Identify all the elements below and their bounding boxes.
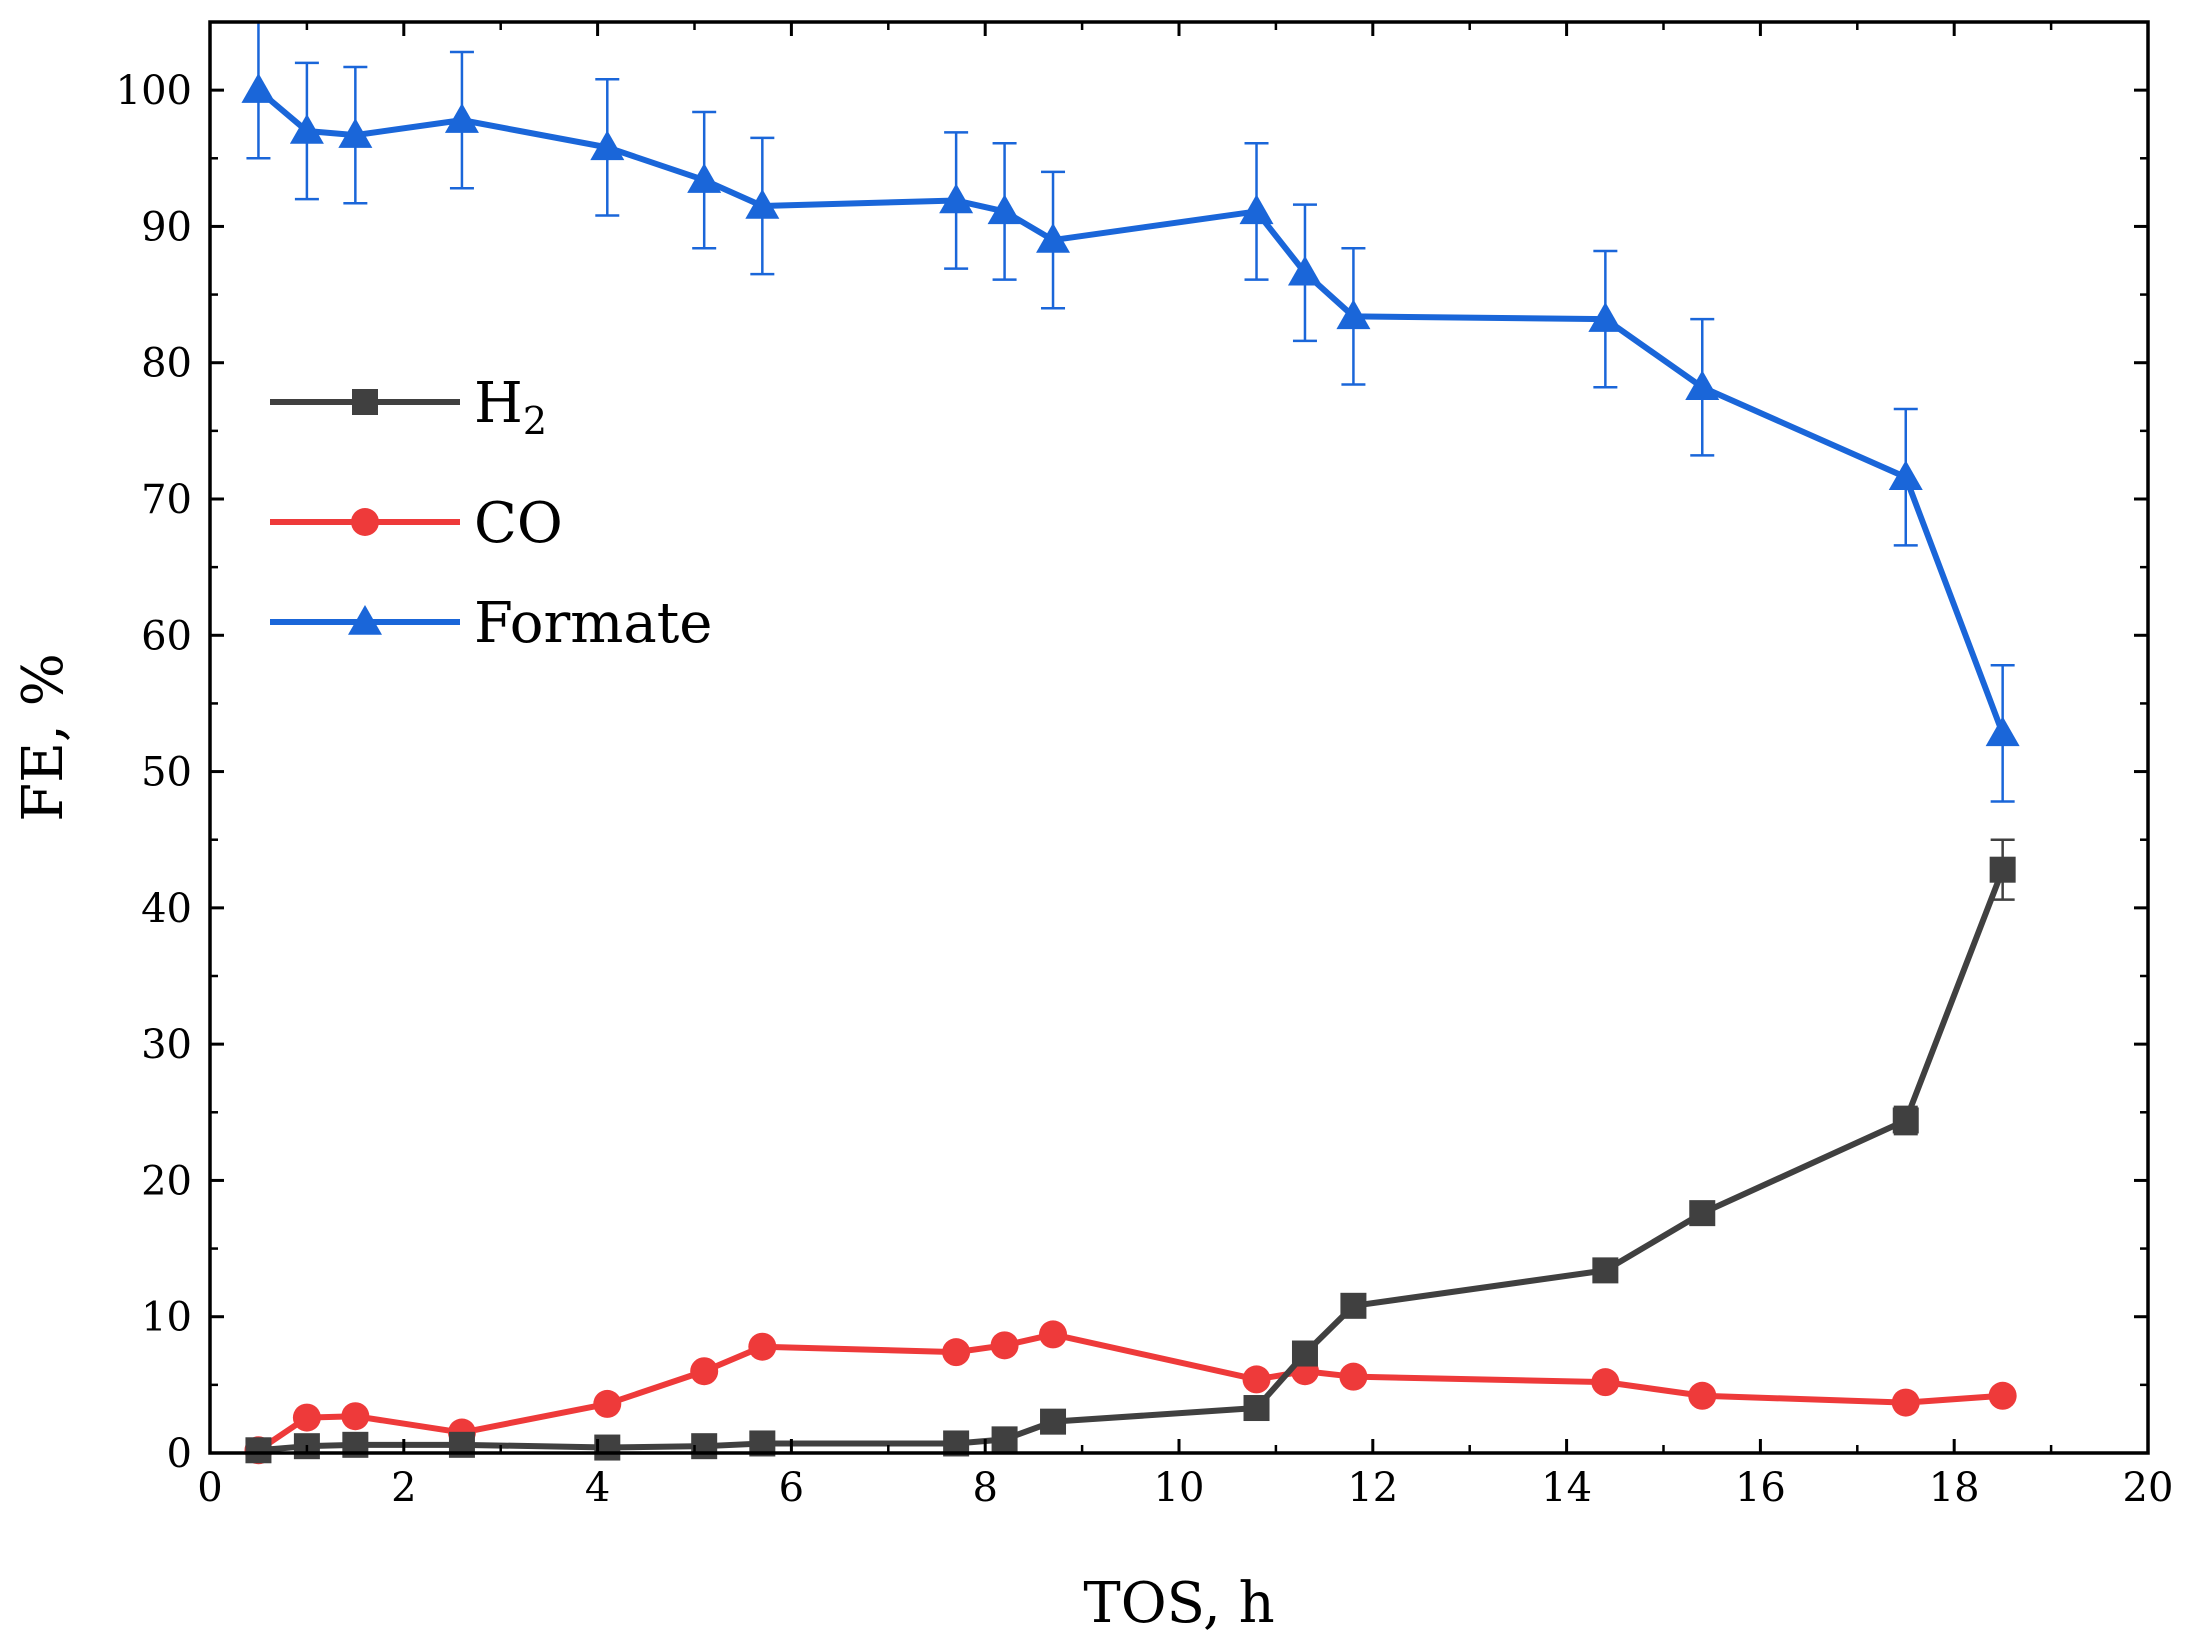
legend-item-h2: H2 [270, 371, 547, 443]
data-point [1039, 1320, 1068, 1349]
data-point [593, 1389, 622, 1418]
legend-label-h2-base: H [474, 371, 523, 436]
y-tick-label: 100 [116, 68, 192, 114]
legend-marker-co [351, 508, 379, 536]
data-point [1040, 1408, 1067, 1435]
data-point [338, 118, 373, 148]
data-point [990, 1331, 1019, 1360]
y-tick-label: 0 [167, 1431, 192, 1477]
y-axis-title: FE, % [11, 653, 76, 822]
data-point [590, 130, 625, 161]
data-point [939, 183, 974, 214]
legend-item-co: CO [270, 491, 563, 556]
legend-label-formate: Formate [474, 591, 712, 656]
x-tick-label: 4 [585, 1465, 610, 1511]
data-point [991, 1426, 1018, 1453]
series-layer [241, 20, 2020, 1465]
data-point [1988, 1381, 2017, 1410]
y-tick-label: 30 [141, 1022, 192, 1068]
legend-marker-h2 [352, 389, 378, 415]
data-point [690, 1357, 719, 1386]
y-tick-label: 50 [141, 750, 192, 796]
ticks-layer: 0 2 4 6 8 10 12 14 16 18 20 0 10 20 30 40 50 60 70 80 90 100 [116, 22, 2174, 1511]
data-point [1287, 255, 1322, 286]
data-point [444, 103, 479, 133]
x-tick-label: 18 [1929, 1465, 1980, 1511]
data-point [1336, 299, 1371, 330]
legend-item-formate: Formate [270, 591, 712, 656]
data-point [1985, 716, 2020, 747]
x-axis-title: TOS, h [1083, 1571, 1274, 1636]
legend: H2 CO Formate [270, 371, 712, 656]
data-point [1892, 1107, 1919, 1134]
y-tick-label: 90 [141, 204, 192, 250]
x-tick-label: 8 [972, 1465, 997, 1511]
x-tick-label: 10 [1154, 1465, 1205, 1511]
data-point [1339, 1362, 1368, 1391]
x-tick-label: 16 [1735, 1465, 1786, 1511]
legend-label-h2-subscript: 2 [523, 399, 547, 443]
data-point [1291, 1340, 1318, 1367]
data-point [245, 1437, 272, 1464]
data-point [1891, 1388, 1920, 1417]
data-point [1340, 1292, 1367, 1319]
data-point [241, 73, 276, 103]
y-tick-label: 10 [141, 1295, 192, 1341]
data-point [341, 1402, 370, 1431]
x-tick-label: 2 [391, 1465, 416, 1511]
x-tick-label: 14 [1541, 1465, 1592, 1511]
data-point [687, 163, 722, 193]
data-point [1689, 1200, 1716, 1227]
data-point [289, 114, 324, 144]
data-point [748, 1332, 777, 1361]
data-point [1592, 1257, 1619, 1284]
y-tick-label: 80 [141, 341, 192, 387]
y-tick-label: 60 [141, 613, 192, 659]
data-point [1242, 1365, 1271, 1394]
data-point [1989, 856, 2016, 883]
data-point [1591, 1368, 1620, 1397]
data-point [745, 188, 780, 219]
data-point [1243, 1395, 1270, 1422]
data-point [1685, 370, 1720, 400]
data-point [942, 1338, 971, 1367]
data-point [1888, 460, 1923, 490]
legend-marker-formate [348, 605, 382, 635]
data-point [292, 1403, 321, 1432]
x-tick-label: 6 [779, 1465, 804, 1511]
x-tick-label: 20 [2123, 1465, 2174, 1511]
data-point [1036, 223, 1071, 253]
y-tick-label: 40 [141, 886, 192, 932]
x-tick-label: 12 [1347, 1465, 1398, 1511]
y-tick-label: 20 [141, 1158, 192, 1204]
data-point [1588, 302, 1623, 332]
x-tick-label: 0 [197, 1465, 222, 1511]
data-point [1688, 1381, 1717, 1410]
legend-label-co: CO [474, 491, 563, 556]
series-triangle [241, 20, 2020, 803]
y-tick-label: 70 [141, 477, 192, 523]
legend-label-h2: H2 [474, 371, 547, 443]
data-point [987, 194, 1022, 225]
data-point [1239, 194, 1274, 225]
